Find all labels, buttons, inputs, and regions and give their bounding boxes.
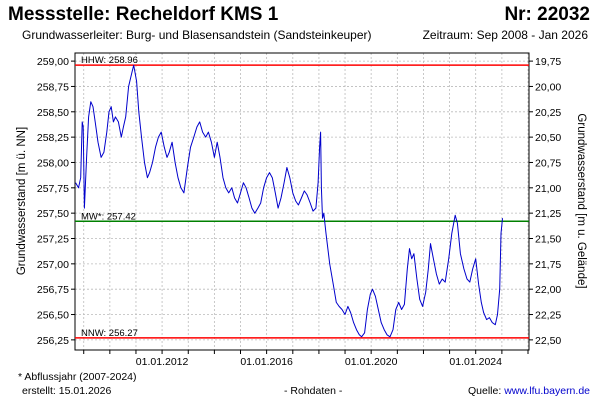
y-axis-label-right: Grundwasserstand [m u. Gelände] — [575, 113, 587, 288]
raw-data-label: - Rohdaten - — [284, 385, 343, 397]
y-tick-label-left: 258,50 — [37, 107, 69, 119]
right-axis-ticks: 19,75 20,00 20,25 20,50 20,75 21,00 21,25 21,50… — [529, 56, 561, 347]
groundwater-level-line — [75, 64, 503, 338]
y-tick-label-right: 20,00 — [535, 81, 561, 93]
y-axis-label-left: Grundwasserstand [m ü. NN] — [16, 127, 28, 275]
y-tick-label-right: 21,00 — [535, 183, 561, 195]
y-tick-label-left: 259,00 — [37, 56, 69, 68]
y-tick-label-left: 256,75 — [37, 284, 69, 296]
station-title: Messstelle: Recheldorf KMS 1 — [8, 4, 279, 25]
x-tick-label: 01.01.2024 — [449, 356, 502, 368]
period-label: Zeitraum: Sep 2008 - Jan 2026 — [422, 28, 588, 42]
y-tick-label-right: 20,50 — [535, 132, 561, 144]
hhw-label: HHW: 258.96 — [81, 55, 138, 66]
y-tick-label-right: 21,50 — [535, 233, 561, 245]
nnw-label: NNW: 256.27 — [81, 328, 138, 339]
y-tick-label-right: 22,50 — [535, 335, 561, 347]
y-tick-label-right: 22,25 — [535, 310, 561, 322]
grid-lines — [75, 53, 529, 350]
y-tick-label-right: 21,75 — [535, 259, 561, 271]
y-tick-label-left: 258,25 — [37, 132, 69, 144]
station-number: Nr: 22032 — [504, 4, 590, 25]
left-axis-ticks: 259,00 258,75 258,50 258,25 258,00 257,75 257,… — [37, 56, 75, 347]
y-tick-label-right: 19,75 — [535, 56, 561, 68]
source: Quelle: www.lfu.bayern.de — [468, 385, 590, 397]
y-tick-label-right: 20,75 — [535, 157, 561, 169]
aquifer-label: Grundwasserleiter: Burg- und Blasensands… — [22, 28, 372, 42]
y-tick-label-right: 20,25 — [535, 107, 561, 119]
y-tick-label-left: 257,50 — [37, 208, 69, 220]
y-tick-label-left: 257,25 — [37, 233, 69, 245]
y-tick-label-left: 256,25 — [37, 335, 69, 347]
y-tick-label-right: 22,00 — [535, 284, 561, 296]
x-tick-label: 01.01.2016 — [240, 356, 293, 368]
reference-lines: HHW: 258.96 MW*: 257.42 NNW: 256.27 — [75, 55, 529, 339]
x-tick-label: 01.01.2012 — [136, 356, 189, 368]
plot-frame — [74, 52, 530, 351]
footnote: * Abflussjahr (2007-2024) — [18, 371, 137, 383]
mw-label: MW*: 257.42 — [81, 211, 136, 222]
created-date: erstellt: 15.01.2026 — [22, 385, 112, 397]
y-tick-label-right: 21,25 — [535, 208, 561, 220]
x-axis-ticks: 01.01.2012 01.01.2016 01.01.2020 01.01.2024 — [83, 350, 529, 368]
y-tick-label-left: 257,00 — [37, 259, 69, 271]
y-tick-label-left: 257,75 — [37, 183, 69, 195]
x-tick-label: 01.01.2020 — [345, 356, 398, 368]
source-link[interactable]: www.lfu.bayern.de — [504, 385, 590, 397]
y-tick-label-left: 258,00 — [37, 157, 69, 169]
y-tick-label-left: 258,75 — [37, 81, 69, 93]
y-tick-label-left: 256,50 — [37, 310, 69, 322]
series-layer — [75, 64, 503, 338]
source-label: Quelle: — [468, 385, 502, 397]
